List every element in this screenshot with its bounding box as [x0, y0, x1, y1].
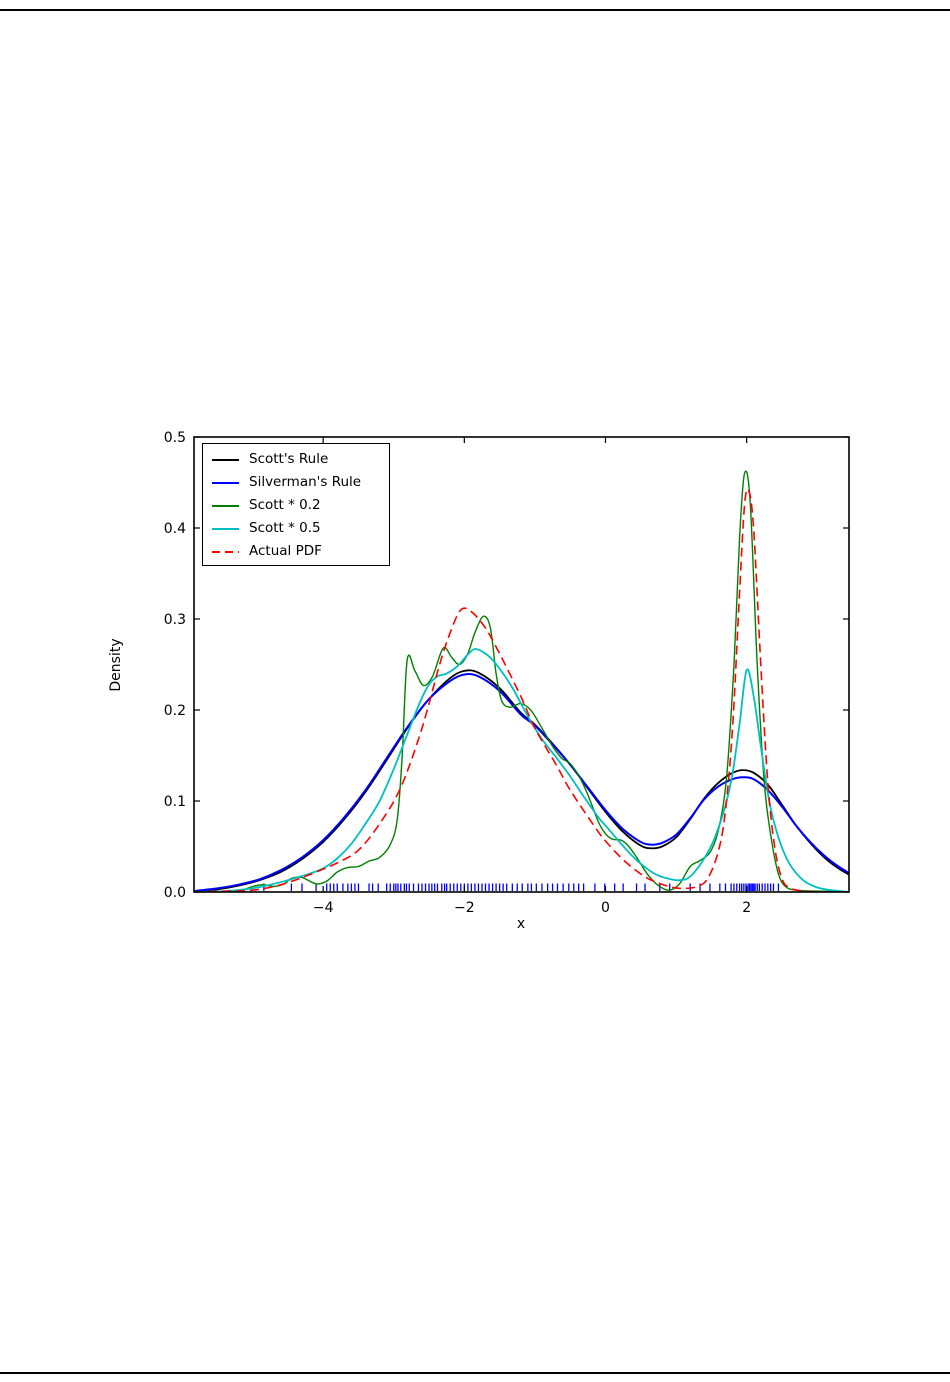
- tick-labels: −4 −2 0 2 0.0 0.1 0.2 0.3 0.4 0.5: [164, 430, 751, 916]
- legend: Scott's Rule Silverman's Rule Scott * 0.2 S…: [202, 443, 390, 566]
- series-actual-pdf: [194, 488, 849, 892]
- y-tick-label: 0.4: [164, 521, 186, 537]
- legend-label: Silverman's Rule: [249, 473, 362, 490]
- y-tick-label: 0.0: [164, 885, 186, 901]
- y-tick-label: 0.5: [164, 430, 186, 446]
- x-tick-label: −4: [313, 900, 334, 916]
- rug-plot: [263, 883, 780, 891]
- legend-entry: Scott * 0.5: [203, 520, 389, 536]
- legend-label: Actual PDF: [249, 542, 322, 559]
- y-tick-label: 0.1: [164, 794, 186, 810]
- series-scott-0-2: [194, 470, 849, 892]
- plot-border: [193, 436, 850, 893]
- series-silverman-s-rule: [194, 673, 849, 892]
- x-tick-label: 2: [742, 900, 751, 916]
- y-tick-label: 0.2: [164, 703, 186, 719]
- x-axis-label: x: [516, 916, 526, 932]
- legend-entry: Actual PDF: [203, 543, 389, 559]
- series-scott-0-5: [194, 648, 849, 892]
- legend-entry: Silverman's Rule: [203, 474, 389, 490]
- page-bottom-rule: [0, 1372, 950, 1374]
- legend-label: Scott's Rule: [249, 450, 329, 467]
- y-axis-label: Density: [108, 638, 124, 692]
- legend-label: Scott * 0.2: [249, 496, 321, 513]
- page-top-rule: [0, 9, 950, 11]
- x-tick-label: −2: [454, 900, 475, 916]
- tick-marks: [194, 436, 849, 893]
- legend-label: Scott * 0.5: [249, 519, 321, 536]
- x-tick-label: 0: [601, 900, 610, 916]
- legend-entry: Scott * 0.2: [203, 497, 389, 513]
- legend-entry: Scott's Rule: [203, 451, 389, 467]
- y-tick-label: 0.3: [164, 612, 186, 628]
